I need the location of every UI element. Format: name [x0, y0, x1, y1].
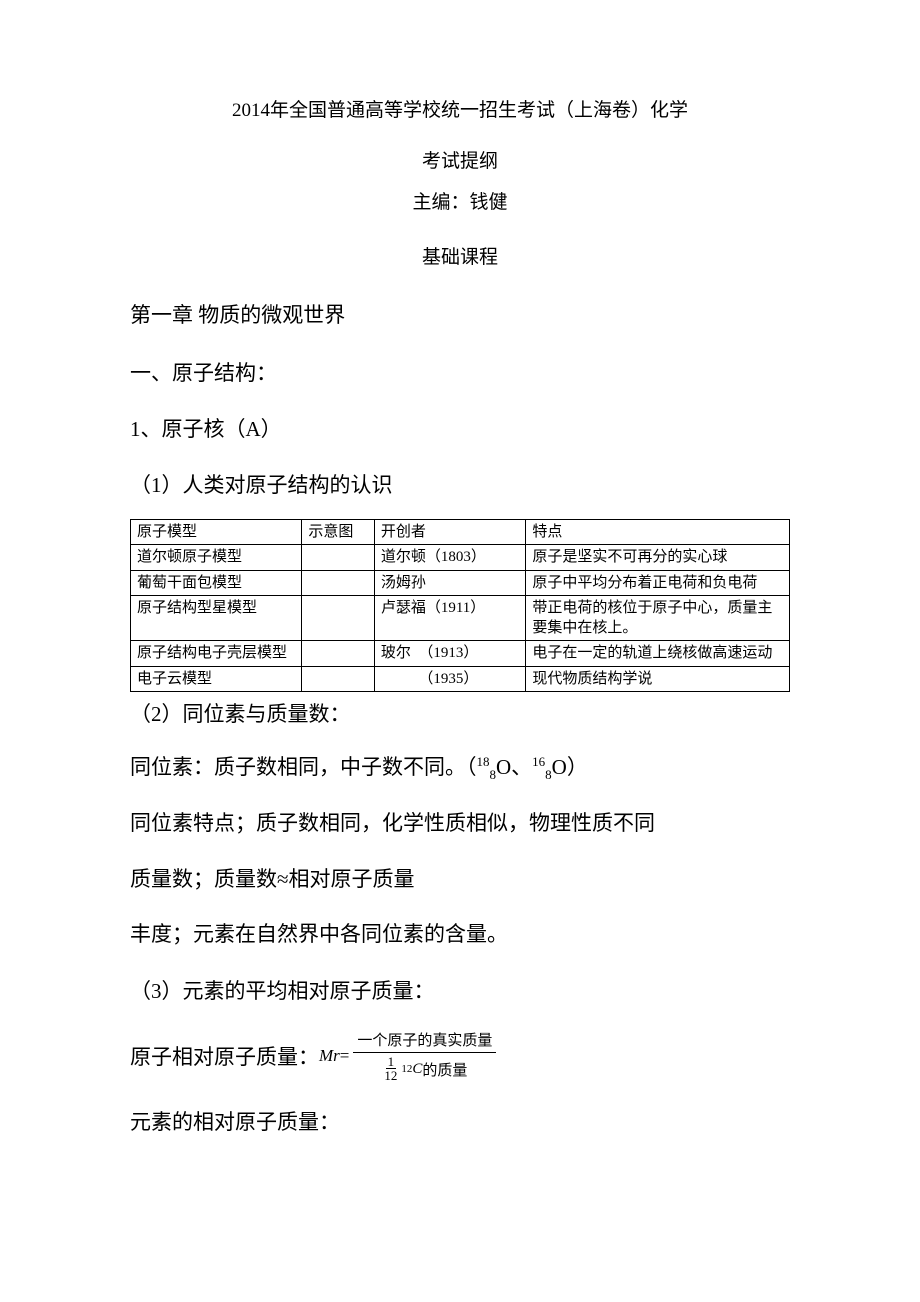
th-feature: 特点 — [526, 520, 790, 545]
cell: 电子云模型 — [131, 666, 302, 691]
doc-subtitle: 考试提纲 — [130, 146, 790, 173]
cell: 现代物质结构学说 — [526, 666, 790, 691]
heading-level-3a: （1）人类对原子结构的认识 — [130, 469, 790, 499]
cell: 原子是坚实不可再分的实心球 — [526, 545, 790, 570]
cell: 电子在一定的轨道上绕核做高速运动 — [526, 641, 790, 666]
cell: 汤姆孙 — [374, 570, 526, 595]
th-founder: 开创者 — [374, 520, 526, 545]
heading-level-2: 1、原子核（A） — [130, 413, 790, 443]
section-heading: 基础课程 — [130, 242, 790, 269]
cell: 原子结构型星模型 — [131, 595, 302, 641]
table-header-row: 原子模型 示意图 开创者 特点 — [131, 520, 790, 545]
relative-mass-formula: 原子相对原子质量： Mr = 一个原子的真实质量 1 12 12C的质量 — [130, 1029, 790, 1083]
formula-eq: = — [340, 1046, 350, 1066]
denom-fraction: 1 12 — [382, 1055, 399, 1083]
formula-mr: Mr — [319, 1046, 340, 1066]
formula-numerator: 一个原子的真实质量 — [353, 1029, 496, 1053]
formula-prefix: 原子相对原子质量： — [130, 1041, 319, 1071]
cell: 玻尔 （1913） — [374, 641, 526, 666]
cell: 卢瑟福（1911） — [374, 595, 526, 641]
cell — [302, 595, 374, 641]
heading-level-1: 一、原子结构： — [130, 357, 790, 387]
o-symbol: O — [496, 755, 511, 779]
table-row: 电子云模型 （1935） 现代物质结构学说 — [131, 666, 790, 691]
cell — [302, 570, 374, 595]
isotope-def-post: ） — [567, 755, 588, 779]
separator: 、 — [511, 755, 532, 779]
cell — [302, 545, 374, 570]
th-model: 原子模型 — [131, 520, 302, 545]
table-row: 原子结构型星模型 卢瑟福（1911） 带正电荷的核位于原子中心，质量主要集中在核… — [131, 595, 790, 641]
th-diagram: 示意图 — [302, 520, 374, 545]
doc-title: 2014年全国普通高等学校统一招生考试（上海卷）化学 — [130, 95, 790, 122]
cell: 原子结构电子壳层模型 — [131, 641, 302, 666]
mass-number: 质量数；质量数≈相对原子质量 — [130, 864, 790, 896]
table-row: 葡萄干面包模型 汤姆孙 原子中平均分布着正电荷和负电荷 — [131, 570, 790, 595]
table-row: 原子结构电子壳层模型 玻尔 （1913） 电子在一定的轨道上绕核做高速运动 — [131, 641, 790, 666]
heading-level-3c: （3）元素的平均相对原子质量： — [130, 975, 790, 1005]
denom-text: 的质量 — [422, 1059, 467, 1080]
abundance: 丰度；元素在自然界中各同位素的含量。 — [130, 919, 790, 951]
isotope-feature: 同位素特点；质子数相同，化学性质相似，物理性质不同 — [130, 808, 790, 840]
formula-denominator: 1 12 12C的质量 — [378, 1053, 471, 1083]
isotope-definition: 同位素：质子数相同，中子数不同。（188O、168O） — [130, 752, 790, 785]
cell: 原子中平均分布着正电荷和负电荷 — [526, 570, 790, 595]
chapter-title: 第一章 物质的微观世界 — [130, 299, 790, 329]
o-symbol: O — [552, 755, 567, 779]
cell: 道尔顿原子模型 — [131, 545, 302, 570]
o16-mass: 16 — [532, 754, 545, 769]
formula-fraction: 一个原子的真实质量 1 12 12C的质量 — [353, 1029, 496, 1083]
heading-level-3b: （2）同位素与质量数： — [130, 698, 790, 728]
cell: 带正电荷的核位于原子中心，质量主要集中在核上。 — [526, 595, 790, 641]
atom-model-table: 原子模型 示意图 开创者 特点 道尔顿原子模型 道尔顿（1803） 原子是坚实不… — [130, 519, 790, 692]
o18-mass: 18 — [477, 754, 490, 769]
cell: 葡萄干面包模型 — [131, 570, 302, 595]
table-row: 道尔顿原子模型 道尔顿（1803） 原子是坚实不可再分的实心球 — [131, 545, 790, 570]
isotope-def-pre: 同位素：质子数相同，中子数不同。（ — [130, 755, 477, 779]
cell: （1935） — [374, 666, 526, 691]
carbon-symbol: C — [412, 1061, 422, 1078]
element-relative-mass: 元素的相对原子质量： — [130, 1107, 790, 1139]
doc-author: 主编：钱健 — [130, 187, 790, 214]
formula-expression: Mr = 一个原子的真实质量 1 12 12C的质量 — [319, 1029, 496, 1083]
denom-frac-num: 1 — [386, 1055, 397, 1069]
denom-frac-den: 12 — [382, 1069, 399, 1083]
cell: 道尔顿（1803） — [374, 545, 526, 570]
carbon-12-sup: 12 — [401, 1063, 412, 1075]
cell — [302, 666, 374, 691]
cell — [302, 641, 374, 666]
